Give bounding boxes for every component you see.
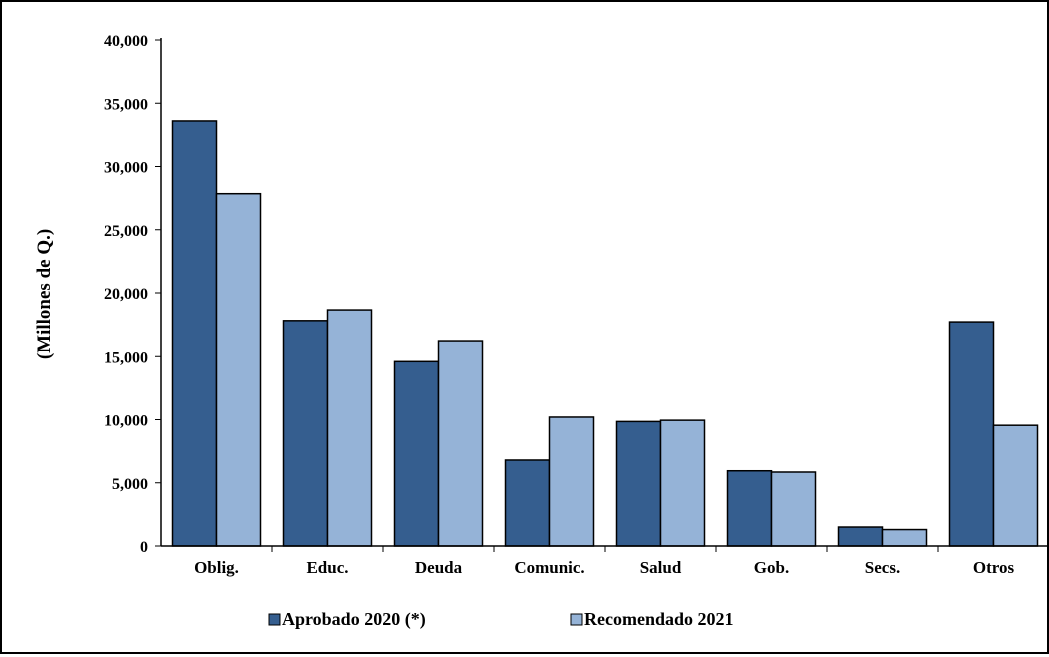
legend-swatch-recomendado <box>570 613 583 626</box>
x-tick-label: Salud <box>640 558 682 577</box>
legend: Aprobado 2020 (*) Recomendado 2021 <box>268 609 734 630</box>
y-tick-label: 15,000 <box>104 349 148 366</box>
y-tick-label: 35,000 <box>104 96 148 113</box>
bar-aprobado <box>948 321 995 547</box>
bar-aprobado <box>393 360 440 547</box>
bar-recomendado <box>326 309 373 547</box>
legend-swatch-aprobado <box>268 613 281 626</box>
bar-aprobado <box>282 320 329 547</box>
plot-area: 0 5,000 10,000 15,000 20,000 25,000 30,000 35,0… <box>104 33 1049 577</box>
x-tick-label: Educ. <box>306 558 348 577</box>
bar-aprobado <box>837 526 884 547</box>
bar-aprobado <box>171 120 218 547</box>
bar-recomendado <box>659 419 706 547</box>
y-tick-label: 5,000 <box>112 476 148 493</box>
bar-recomendado <box>548 416 595 547</box>
bar-recomendado <box>881 528 928 547</box>
x-tick-label: Oblig. <box>194 558 239 577</box>
y-axis-title: (Millones de Q.) <box>34 229 55 359</box>
bar-recomendado <box>437 340 484 547</box>
bar-recomendado <box>770 471 817 547</box>
legend-label-aprobado: Aprobado 2020 (*) <box>282 609 426 630</box>
x-tick-label: Gob. <box>754 558 789 577</box>
bar-recomendado <box>215 192 262 547</box>
y-tick-label: 0 <box>140 539 148 556</box>
y-tick-label: 30,000 <box>104 160 148 177</box>
x-tick-label: Otros <box>973 558 1015 577</box>
bar-aprobado <box>615 420 662 547</box>
y-tick-label: 40,000 <box>104 33 148 50</box>
y-tick-label: 25,000 <box>104 223 148 240</box>
y-tick-label: 10,000 <box>104 413 148 430</box>
x-tick-label: Secs. <box>865 558 900 577</box>
bar-recomendado <box>992 424 1039 547</box>
legend-label-recomendado: Recomendado 2021 <box>584 609 734 629</box>
bar-aprobado <box>726 469 773 547</box>
y-tick-label: 20,000 <box>104 286 148 303</box>
x-tick-label: Comunic. <box>514 558 584 577</box>
x-tick-label: Deuda <box>415 558 463 577</box>
bar-aprobado <box>504 459 551 547</box>
